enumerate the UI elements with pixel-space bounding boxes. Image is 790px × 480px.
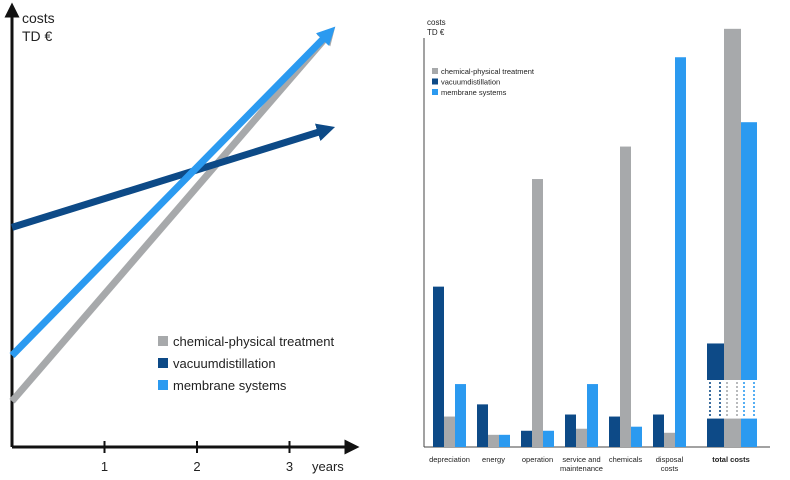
bar-chart: costs TD € chemical-physical treatment va…: [423, 18, 770, 473]
line-legend-swatch: [158, 380, 168, 390]
bar-vacuum: [565, 414, 576, 447]
line-chart-tick-label: 3: [286, 459, 293, 474]
line-legend-label: chemical-physical treatment: [173, 334, 335, 349]
line-chart-tick-label: 1: [101, 459, 108, 474]
bar-category-label: service and: [562, 455, 600, 464]
line-legend-label: membrane systems: [173, 378, 287, 393]
bar-vacuum: [521, 430, 532, 447]
line-chart-ylabel-line-1: costs: [22, 10, 55, 26]
bar-category-label: disposal: [656, 455, 684, 464]
bar-chart-ylabel-line-1: costs: [427, 18, 446, 27]
bar-vacuum: [653, 414, 664, 447]
line-chart-ylabel-line-2: TD €: [22, 28, 53, 44]
bar-chart-ylabel-line-2: TD €: [427, 28, 445, 37]
bar-category-label: maintenance: [560, 464, 603, 473]
bar-membrane: [631, 426, 642, 447]
total-costs-label: total costs: [712, 455, 750, 464]
line-series-chemical: [9, 26, 336, 404]
bar-vacuum: [477, 404, 488, 447]
bar-membrane: [543, 430, 554, 447]
line-legend-label: vacuumdistillation: [173, 356, 276, 371]
line-legend-swatch: [158, 336, 168, 346]
line-series-vacuum: [10, 123, 336, 231]
bar-membrane: [675, 57, 686, 448]
bar-legend-swatch: [432, 68, 438, 74]
total-bar-chemical-base: [724, 418, 741, 447]
bar-legend-label: vacuumdistillation: [441, 78, 500, 87]
bar-chemical: [444, 416, 455, 447]
bar-membrane: [499, 434, 510, 447]
bar-category-label: energy: [482, 455, 505, 464]
bar-chemical: [532, 179, 543, 448]
bar-chemical: [620, 146, 631, 447]
bar-membrane: [455, 384, 466, 447]
bar-chemical: [664, 432, 675, 447]
bar-vacuum: [433, 286, 444, 447]
bar-category-label: operation: [522, 455, 553, 464]
bar-legend-swatch: [432, 78, 438, 85]
line-chart: costs TD € years 1 2 3 chemical-physical t…: [4, 2, 360, 474]
line-chart-tick-label: 2: [193, 459, 200, 474]
bar-legend-swatch: [432, 89, 438, 95]
line-chart-xlabel: years: [312, 459, 344, 474]
bar-category-label: depreciation: [429, 455, 470, 464]
total-bar-vacuum-base: [707, 418, 724, 447]
bar-chemical: [488, 434, 499, 447]
line-legend-swatch: [158, 358, 168, 368]
total-bar-membrane-top: [741, 122, 757, 380]
bar-category-label: chemicals: [609, 455, 643, 464]
bar-legend-label: membrane systems: [441, 88, 507, 97]
total-bar-chemical-top: [724, 28, 741, 380]
bar-vacuum: [609, 416, 620, 447]
total-bar-membrane-base: [741, 418, 757, 447]
line-series-membrane: [9, 26, 336, 358]
bar-category-label: costs: [661, 464, 679, 473]
bar-legend-label: chemical-physical treatment: [441, 67, 535, 76]
bar-membrane: [587, 384, 598, 447]
total-bar-vacuum-top: [707, 343, 724, 380]
bar-chemical: [576, 428, 587, 447]
